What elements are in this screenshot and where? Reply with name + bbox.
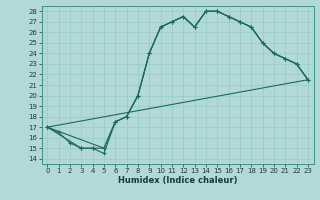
X-axis label: Humidex (Indice chaleur): Humidex (Indice chaleur) <box>118 176 237 185</box>
